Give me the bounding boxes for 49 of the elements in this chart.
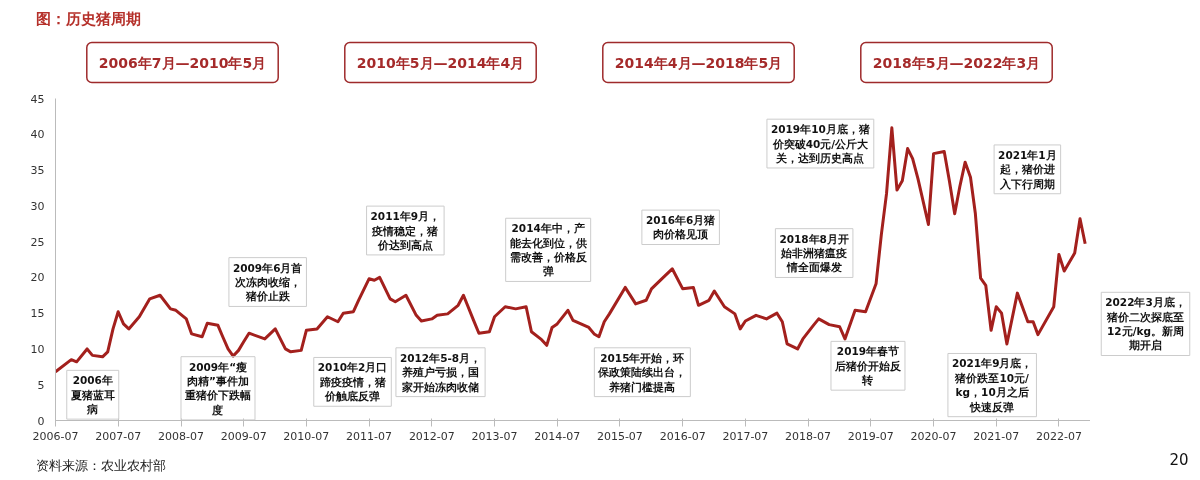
annotation: 2021年1月起，猪价进入下行周期	[998, 148, 1057, 191]
x-tick-label: 2011-07	[346, 429, 393, 443]
annotation: 2009年6月首次冻肉收缩，猪价止跌	[232, 261, 303, 303]
y-tick-label: 20	[30, 271, 45, 285]
x-tick-label: 2010-07	[283, 429, 330, 443]
annotation: 2012年5-8月，养殖户亏损，国家开始冻肉收储	[399, 351, 482, 393]
x-tick-label: 2022-07	[1035, 429, 1082, 443]
annotation: 2014年中，产能去化到位，供需改善，价格反弹	[509, 222, 588, 278]
annotation: 2019年10月底，猪价突破40元/公斤大关，达到历史高点	[770, 123, 870, 165]
x-tick-label: 2017-07	[722, 429, 769, 443]
y-tick-label: 10	[30, 342, 45, 356]
chart-title: 图：历史猪周期	[35, 9, 141, 28]
annotation: 2010年2月口蹄疫疫情，猪价触底反弹	[317, 361, 388, 403]
text: 2014年4月—2018年5月	[614, 54, 783, 71]
x-tick-label: 2015-07	[596, 429, 643, 443]
y-tick-label: 15	[30, 307, 45, 321]
annotation: 2016年6月猪肉价格见顶	[645, 214, 716, 241]
x-tick-label: 2008-07	[158, 429, 204, 443]
annotation: 2009年“瘦肉精”事件加重猪价下跌幅度	[183, 360, 251, 416]
x-tick-label: 2019-07	[847, 429, 894, 443]
annotation: 2011年9月，疫情稳定，猪价达到高点	[370, 210, 441, 252]
y-tick-label: 45	[30, 92, 45, 106]
text: 2006年7月—2010年5月	[98, 54, 267, 71]
y-tick-label: 35	[30, 164, 45, 178]
x-tick-label: 2018-07	[785, 429, 832, 443]
annotation: 2018年8月开始非洲猪瘟疫情全面爆发	[779, 232, 849, 274]
text: 2022年3月底，猪价二次探底至12元/kg。新周期开启	[1105, 296, 1186, 352]
x-tick-label: 2009-07	[220, 429, 267, 443]
x-tick-label: 2012-07	[408, 429, 455, 443]
x-tick-label: 2013-07	[471, 429, 518, 443]
text: 20	[1169, 450, 1189, 469]
x-tick-label: 2020-07	[910, 429, 957, 443]
y-tick-label: 25	[30, 235, 45, 249]
annotation: 2015年开始，环保政策陆续出台，养猪门槛提高	[597, 351, 687, 393]
text: 2010年5月—2014年4月	[356, 54, 525, 71]
x-tick-label: 2006-07	[32, 429, 79, 443]
x-tick-label: 2021-07	[973, 429, 1020, 443]
x-tick-label: 2016-07	[659, 429, 706, 443]
annotation: 2006年夏猪蓝耳病	[69, 374, 115, 416]
annotation: 2021年9月底，猪价跌至10元/kg，10月之后快速反弹	[951, 357, 1033, 413]
text: 2018年5月—2022年3月	[872, 54, 1041, 71]
y-tick-label: 0	[37, 414, 45, 428]
annotation: 2019年春节后猪价开始反转	[833, 345, 902, 387]
y-tick-label: 40	[30, 128, 45, 142]
text: 资料来源：农业农村部	[35, 458, 166, 473]
x-tick-label: 2007-07	[95, 429, 142, 443]
y-tick-label: 5	[37, 378, 45, 392]
y-tick-label: 30	[30, 199, 45, 213]
x-tick-label: 2014-07	[534, 429, 581, 443]
